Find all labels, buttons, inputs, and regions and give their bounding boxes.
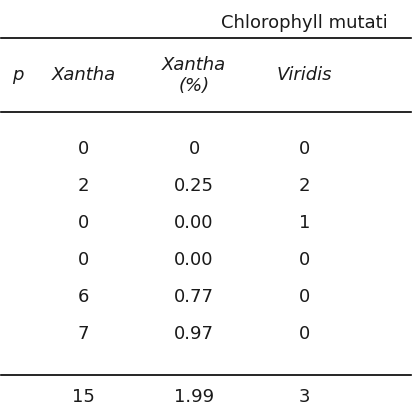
Text: 1: 1 [299, 214, 311, 232]
Text: 0: 0 [78, 251, 89, 269]
Text: 0.00: 0.00 [174, 214, 214, 232]
Text: 0: 0 [299, 288, 311, 306]
Text: 0: 0 [299, 251, 311, 269]
Text: 6: 6 [78, 288, 89, 306]
Text: Xantha: Xantha [51, 66, 116, 84]
Text: 0: 0 [299, 325, 311, 343]
Text: 0.00: 0.00 [174, 251, 214, 269]
Text: 0.77: 0.77 [174, 288, 214, 306]
Text: 3: 3 [299, 388, 311, 406]
Text: 1.99: 1.99 [174, 388, 214, 406]
Text: 7: 7 [78, 325, 89, 343]
Text: 0: 0 [299, 140, 311, 158]
Text: Viridis: Viridis [277, 66, 332, 84]
Text: 0.97: 0.97 [174, 325, 214, 343]
Text: 15: 15 [72, 388, 95, 406]
Text: 0.25: 0.25 [174, 177, 214, 195]
Text: 0: 0 [78, 214, 89, 232]
Text: Chlorophyll mutati: Chlorophyll mutati [221, 14, 388, 32]
Text: 0: 0 [188, 140, 200, 158]
Text: 0: 0 [78, 140, 89, 158]
Text: 2: 2 [78, 177, 89, 195]
Text: Xantha
(%): Xantha (%) [162, 56, 226, 95]
Text: 2: 2 [299, 177, 311, 195]
Text: p: p [12, 66, 24, 84]
